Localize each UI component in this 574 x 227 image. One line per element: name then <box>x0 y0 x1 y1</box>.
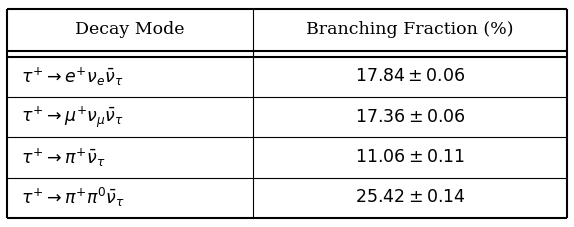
Text: $\tau^{+} \rightarrow \pi^{+}\bar{\nu}_{\tau}$: $\tau^{+} \rightarrow \pi^{+}\bar{\nu}_{… <box>21 146 106 168</box>
Text: $17.84 \pm 0.06$: $17.84 \pm 0.06$ <box>355 68 466 85</box>
Text: Decay Mode: Decay Mode <box>75 22 185 38</box>
Text: $17.36 \pm 0.06$: $17.36 \pm 0.06$ <box>355 109 466 126</box>
Text: $25.42 \pm 0.14$: $25.42 \pm 0.14$ <box>355 189 466 206</box>
Text: $\tau^{+} \rightarrow \pi^{+}\pi^{0}\bar{\nu}_{\tau}$: $\tau^{+} \rightarrow \pi^{+}\pi^{0}\bar… <box>21 186 125 209</box>
Text: Branching Fraction (%): Branching Fraction (%) <box>307 22 514 38</box>
Text: $\tau^{+} \rightarrow \mu^{+}\nu_{\mu}\bar{\nu}_{\tau}$: $\tau^{+} \rightarrow \mu^{+}\nu_{\mu}\b… <box>21 104 125 130</box>
Text: $\tau^{+} \rightarrow e^{+}\nu_{e}\bar{\nu}_{\tau}$: $\tau^{+} \rightarrow e^{+}\nu_{e}\bar{\… <box>21 66 123 88</box>
Text: $11.06 \pm 0.11$: $11.06 \pm 0.11$ <box>355 149 466 166</box>
